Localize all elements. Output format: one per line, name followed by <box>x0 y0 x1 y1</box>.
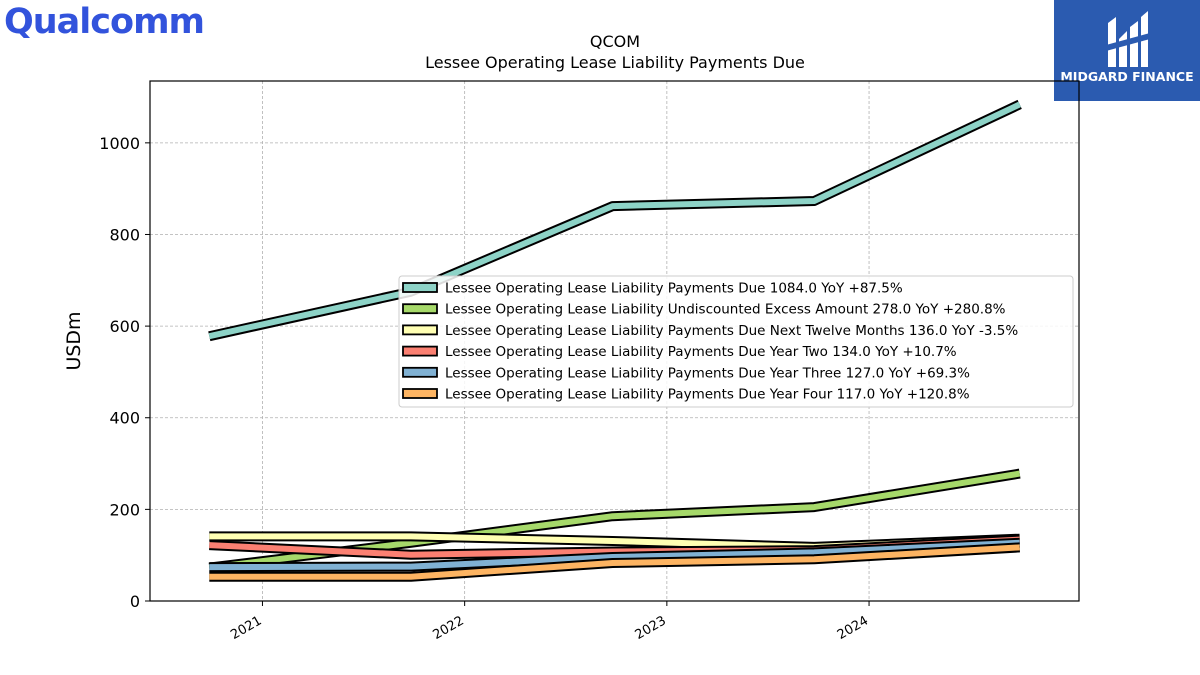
series-line-1 <box>208 99 1022 342</box>
legend-entry: Lessee Operating Lease Liability Undisco… <box>445 302 1006 318</box>
legend-swatch <box>402 282 438 293</box>
chart-subtitle: Lessee Operating Lease Liability Payment… <box>425 53 805 72</box>
legend-swatch <box>402 324 438 336</box>
x-tick-label: 2023 <box>633 613 669 643</box>
series-line <box>209 539 1020 571</box>
legend-swatch <box>402 345 438 357</box>
y-tick-label: 200 <box>109 500 140 519</box>
legend-swatch <box>402 388 438 399</box>
qualcomm-logo: Qualcomm <box>4 2 205 42</box>
y-tick-label: 0 <box>130 592 140 611</box>
series-line <box>209 544 1020 580</box>
x-tick-label: 2021 <box>228 613 264 643</box>
legend-box <box>398 275 1074 408</box>
y-tick-label: 400 <box>109 409 140 428</box>
x-tick-label: 2022 <box>430 613 466 643</box>
series-group <box>208 99 1022 582</box>
series-line-5 <box>209 537 1020 573</box>
plot-frame <box>149 80 1080 602</box>
series-line <box>208 101 1021 340</box>
y-tick-label: 600 <box>109 317 140 336</box>
midgard-mark-icon <box>1106 11 1150 67</box>
legend-entry: Lessee Operating Lease Liability Payment… <box>445 281 903 297</box>
legend: Lessee Operating Lease Liability Payment… <box>398 275 1074 408</box>
midgard-finance-text: MIDGARD FINANCE <box>1060 69 1194 84</box>
legend-swatch <box>402 366 438 378</box>
legend-swatch <box>402 303 438 315</box>
legend-entry: Lessee Operating Lease Liability Payment… <box>445 344 957 360</box>
midgard-finance-logo: MIDGARD FINANCE <box>1054 0 1200 101</box>
y-tick-label: 800 <box>109 225 140 244</box>
legend-entry: Lessee Operating Lease Liability Payment… <box>445 365 970 381</box>
legend-entry: Lessee Operating Lease Liability Payment… <box>445 387 970 403</box>
x-tick-label: 2024 <box>835 613 871 643</box>
y-axis-label: USDm <box>63 311 85 370</box>
series-line-6 <box>209 542 1020 582</box>
y-tick-label: 1000 <box>99 134 140 153</box>
legend-entry: Lessee Operating Lease Liability Payment… <box>445 323 1018 339</box>
chart-title: QCOM <box>590 32 640 51</box>
